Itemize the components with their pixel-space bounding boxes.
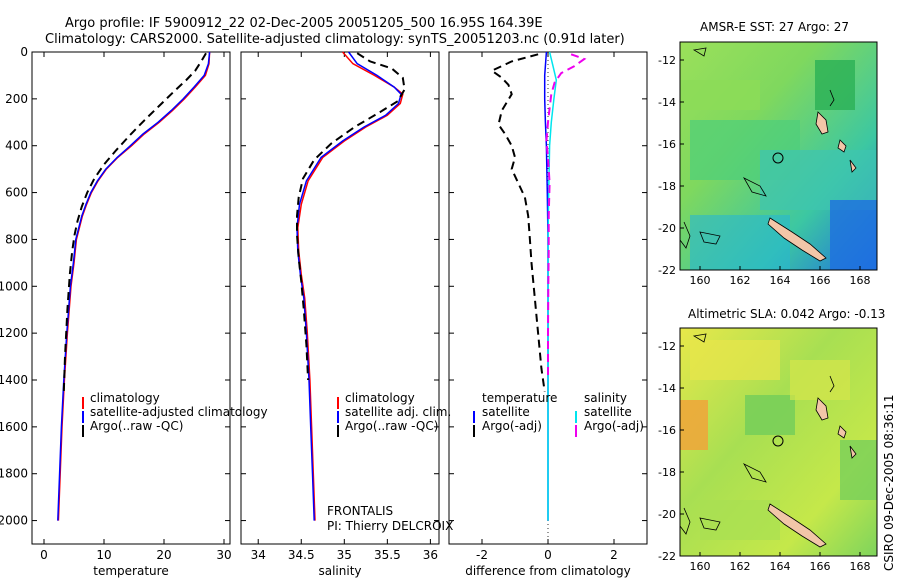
- map-x-tick-label: 168: [850, 560, 871, 573]
- y-tick-label: 0: [20, 45, 28, 59]
- sla-map: Altimetric SLA: 0.042 Argo: -0.13 160 162…: [658, 307, 885, 573]
- map-y-tick-label: -14: [658, 96, 676, 109]
- map-x-tick-label: 160: [690, 560, 711, 573]
- salinity-profile-panel: 34 34.5 35 35.5 36 salinity: [240, 51, 440, 578]
- map-x-tick-label: 164: [770, 560, 791, 573]
- map-y-tick-label: -16: [658, 138, 676, 151]
- map-x-tick-label: 166: [810, 274, 831, 287]
- plot-frame: [31, 51, 231, 545]
- x-tick-label: 0: [40, 548, 48, 562]
- salinity-legend: climatology satellite adj. clim. Argo(..…: [327, 391, 453, 533]
- x-axis-label: temperature: [93, 564, 168, 578]
- legend-header-salinity: salinity: [584, 391, 627, 405]
- y-tick-label: 200: [5, 92, 28, 106]
- figure-title: Argo profile: IF 5900912_22 02-Dec-2005 …: [65, 16, 543, 31]
- legend-label-climatology: climatology: [345, 391, 415, 405]
- difference-legend: temperature salinity satellite satellite…: [473, 391, 644, 437]
- map-y-tick-label: -20: [658, 508, 676, 521]
- series-line: [57, 51, 211, 521]
- y-tick-label: 1800: [0, 467, 28, 481]
- argo-location-marker: [772, 152, 784, 164]
- y-tick-label: 1200: [0, 326, 28, 340]
- map-y-tick-label: -18: [658, 466, 676, 479]
- map-x-tick-label: 162: [730, 274, 751, 287]
- temperature-legend: climatology satellite-adjusted climatolo…: [82, 391, 268, 437]
- legend-label-satellite: satellite adj. clim.: [345, 405, 451, 419]
- map-y-tick-label: -14: [658, 382, 676, 395]
- legend-label-temp-argo: Argo(-adj): [482, 419, 542, 433]
- map-y-tick-label: -12: [658, 340, 676, 353]
- y-tick-label: 400: [5, 139, 28, 153]
- principal-investigator-label: PI: Thierry DELCROIX: [327, 519, 453, 533]
- x-tick-label: 34: [251, 548, 266, 562]
- x-tick-label: 20: [156, 548, 171, 562]
- series-line: [62, 52, 207, 392]
- map-y-tick-label: -18: [658, 180, 676, 193]
- x-tick-label: 34.5: [288, 548, 315, 562]
- legend-label-sal-satellite: satellite: [584, 405, 632, 419]
- legend-label-argo: Argo(..raw -QC): [345, 419, 438, 433]
- series-line: [547, 51, 558, 521]
- legend-label-satellite: satellite-adjusted climatology: [90, 405, 268, 419]
- x-tick-label: 36: [423, 548, 438, 562]
- sst-map-title: AMSR-E SST: 27 Argo: 27: [700, 20, 849, 34]
- argo-location-marker: [772, 435, 784, 447]
- series-line: [296, 51, 402, 521]
- legend-label-temp-satellite: satellite: [482, 405, 530, 419]
- map-x-tick-label: 168: [850, 274, 871, 287]
- map-x-tick-label: 162: [730, 560, 751, 573]
- x-axis-label: difference from climatology: [465, 564, 631, 578]
- y-tick-label: 600: [5, 186, 28, 200]
- map-y-tick-label: -22: [658, 264, 676, 277]
- map-y-tick-label: -22: [658, 550, 676, 563]
- x-tick-label: 0: [544, 548, 552, 562]
- x-tick-label: 35: [337, 548, 352, 562]
- map-x-tick-label: 160: [690, 274, 711, 287]
- map-x-tick-label: 164: [770, 274, 791, 287]
- map-y-tick-label: -16: [658, 424, 676, 437]
- map-y-tick-label: -12: [658, 54, 676, 67]
- sla-map-title: Altimetric SLA: 0.042 Argo: -0.13: [688, 307, 885, 321]
- y-tick-label: 1000: [0, 279, 28, 293]
- y-tick-label: 800: [5, 232, 28, 246]
- plot-frame: [240, 51, 440, 545]
- legend-header-temperature: temperature: [482, 391, 557, 405]
- float-program-label: FRONTALIS: [327, 504, 393, 518]
- temperature-profile-panel: 0 10 20 30 0 200 400 600 800 1000 1200 1400 1600 1800…: [0, 45, 232, 578]
- legend-label-sal-argo: Argo(-adj): [584, 419, 644, 433]
- x-tick-label: 30: [216, 548, 231, 562]
- sst-map: AMSR-E SST: 27 Argo: 27 160 162 164 166 168 -…: [658, 20, 878, 287]
- y-tick-label: 1400: [0, 373, 28, 387]
- x-axis-label: salinity: [318, 564, 361, 578]
- timestamp-stamp: CSIRO 09-Dec-2005 08:36:11: [882, 394, 896, 571]
- figure-subtitle: Climatology: CARS2000. Satellite-adjuste…: [45, 32, 625, 47]
- y-tick-label: 2000: [0, 514, 28, 528]
- series-line: [545, 53, 587, 380]
- map-y-tick-label: -20: [658, 222, 676, 235]
- legend-label-argo: Argo(..raw -QC): [90, 419, 183, 433]
- difference-profile-panel: -2 0 2 difference from climatology: [448, 51, 648, 578]
- y-tick-label: 1600: [0, 420, 28, 434]
- map-x-tick-label: 166: [810, 560, 831, 573]
- x-tick-label: 2: [610, 548, 618, 562]
- x-tick-label: 35.5: [374, 548, 401, 562]
- new-caledonia-island: [767, 217, 827, 262]
- x-tick-label: 10: [96, 548, 111, 562]
- legend-label-climatology: climatology: [90, 391, 160, 405]
- x-tick-label: -2: [476, 548, 488, 562]
- series-line: [296, 52, 406, 381]
